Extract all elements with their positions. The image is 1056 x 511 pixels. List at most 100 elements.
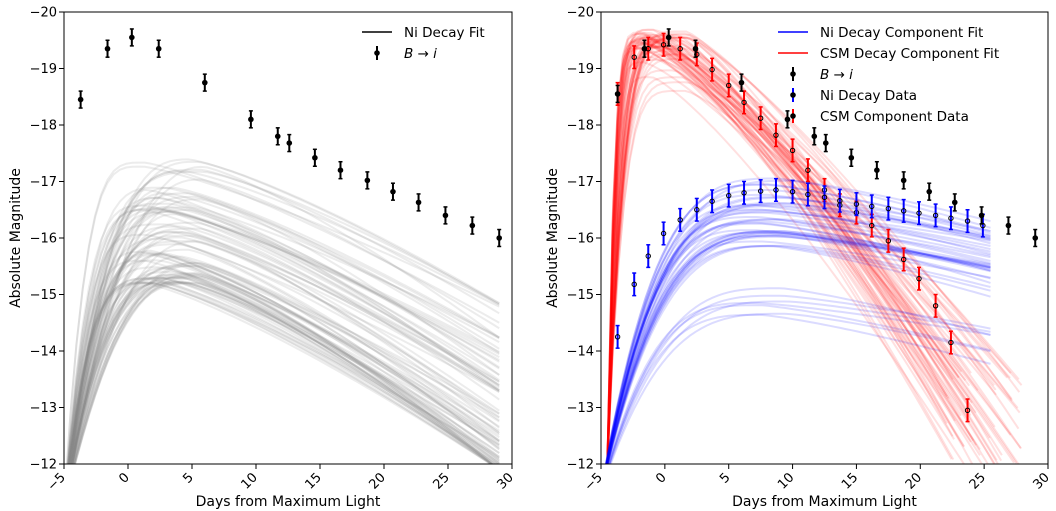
- model-curve: [70, 272, 496, 464]
- model-curve: [70, 275, 500, 464]
- model-curve: [67, 250, 500, 464]
- csm-model-curve: [606, 76, 1018, 464]
- point-marker: [738, 79, 745, 86]
- model-curve: [69, 195, 500, 464]
- model-curve: [70, 274, 494, 464]
- ni-model-curve: [605, 202, 991, 464]
- data-point: [789, 138, 796, 163]
- legend-label: Ni Decay Fit: [404, 25, 485, 41]
- ni-model-curve: [605, 210, 991, 464]
- model-curve: [73, 277, 494, 464]
- model-curve: [70, 230, 500, 464]
- data-point: [1032, 228, 1039, 248]
- model-curve: [71, 236, 500, 464]
- legend-entry: B → i: [790, 67, 853, 83]
- model-curve: [69, 270, 500, 464]
- point-marker: [885, 205, 892, 212]
- legend-marker-swatch: [374, 50, 380, 56]
- csm-model-curve: [606, 43, 975, 464]
- model-curve: [68, 281, 493, 464]
- x-tick-label: 25: [431, 470, 453, 492]
- y-tick-label: −20: [30, 6, 57, 21]
- point-marker: [692, 45, 699, 52]
- point-marker: [726, 192, 732, 199]
- csm-model-curve: [606, 46, 1020, 464]
- model-curve: [74, 264, 500, 464]
- data-point: [469, 216, 476, 235]
- y-axis-label: Absolute Magnitude: [8, 168, 24, 308]
- ni-model-curve: [606, 233, 991, 464]
- model-curve: [71, 276, 494, 464]
- data-point: [926, 182, 933, 201]
- ni-model-curve: [605, 197, 991, 464]
- ni-model-curve: [605, 220, 991, 464]
- y-tick-label: −20: [567, 6, 594, 21]
- legend-label: CSM Component Data: [820, 109, 969, 125]
- model-curve: [70, 248, 500, 464]
- data-point: [202, 73, 208, 92]
- ni-model-curve: [605, 221, 991, 464]
- point-marker: [741, 190, 747, 196]
- ni-model-curve: [605, 211, 991, 464]
- data-point: [364, 171, 371, 190]
- data-point: [964, 209, 971, 234]
- point-marker: [784, 116, 791, 123]
- x-tick-label: 30: [1031, 470, 1053, 492]
- data-point: [692, 39, 699, 58]
- point-marker: [248, 116, 254, 123]
- csm-model-curve: [606, 76, 966, 464]
- data-point: [726, 183, 732, 208]
- data-point: [337, 160, 344, 180]
- csm-model-curve: [606, 40, 1013, 464]
- data-point: [869, 194, 875, 219]
- model-curve: [68, 186, 500, 464]
- data-point: [631, 45, 637, 70]
- model-curve: [72, 281, 500, 464]
- legend-entry: B → i: [374, 46, 437, 62]
- csm-model-curve: [606, 38, 965, 464]
- data-point: [885, 228, 892, 253]
- csm-model-curve: [606, 37, 971, 464]
- legend-entry: Ni Decay Component Fit: [778, 25, 983, 41]
- csm-model-curve: [606, 50, 955, 464]
- data-point: [641, 39, 648, 58]
- data-point: [129, 28, 135, 47]
- model-curve: [72, 280, 500, 464]
- model-curve: [70, 253, 500, 464]
- data-point: [677, 207, 683, 232]
- legend-label: B → i: [404, 46, 437, 62]
- model-curve: [70, 198, 500, 464]
- ni-model-curve: [606, 230, 991, 464]
- model-curve: [68, 259, 500, 464]
- point-marker: [1005, 222, 1012, 229]
- point-marker: [900, 177, 907, 184]
- model-curve: [70, 265, 500, 464]
- csm-model-curve: [606, 31, 996, 464]
- model-curve: [68, 168, 500, 464]
- model-curve: [68, 196, 500, 464]
- data-point: [660, 32, 667, 57]
- model-curve: [67, 206, 500, 464]
- ni-model-curve: [605, 205, 991, 464]
- x-tick-label: 0: [653, 470, 669, 486]
- series-ni-decay-data-points: [614, 177, 986, 349]
- csm-model-curve: [606, 31, 973, 464]
- model-curve: [68, 266, 500, 464]
- csm-model-curve: [606, 47, 1019, 464]
- data-point: [415, 193, 422, 212]
- y-tick-label: −14: [30, 345, 57, 360]
- point-marker: [805, 167, 811, 173]
- model-curve: [69, 243, 500, 464]
- model-curve: [66, 186, 500, 464]
- point-marker: [948, 215, 954, 221]
- model-curve: [70, 213, 500, 464]
- point-marker: [926, 188, 933, 195]
- panel-2-model-curves: [604, 28, 1023, 464]
- data-point: [948, 206, 954, 231]
- data-point: [789, 179, 796, 204]
- point-marker: [726, 82, 732, 89]
- model-curve: [70, 277, 498, 464]
- csm-model-curve: [606, 45, 963, 464]
- point-marker: [869, 222, 875, 229]
